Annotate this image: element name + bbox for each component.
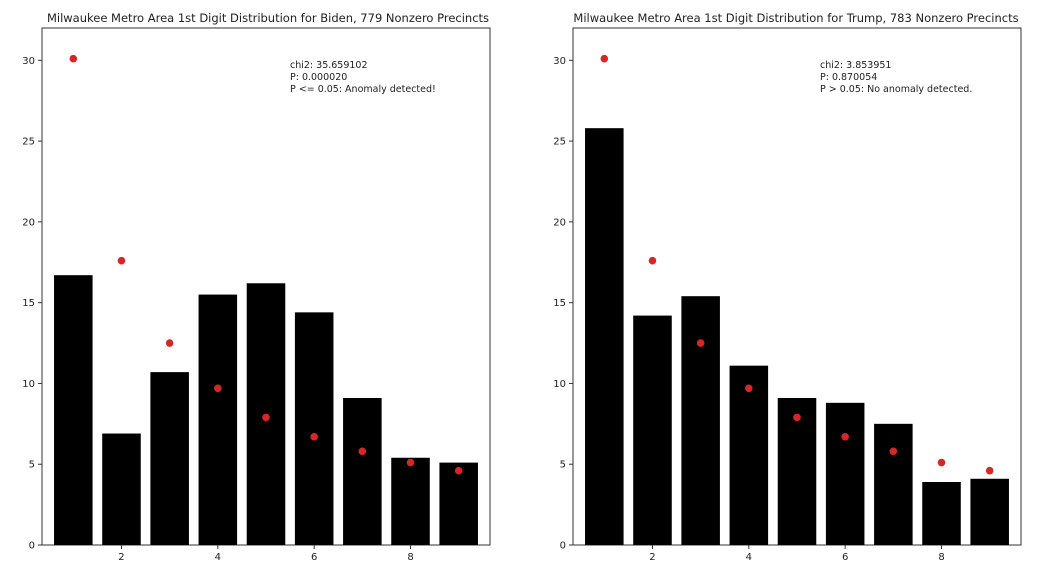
bar-digit-1 <box>54 275 93 545</box>
point-digit-5 <box>262 413 270 422</box>
point-digit-7 <box>889 447 898 456</box>
bar-digit-7 <box>874 423 913 545</box>
point-digit-9 <box>454 466 463 475</box>
y-axis: 0 5 10 15 20 25 30 <box>22 56 42 552</box>
point-digit-7 <box>358 447 367 456</box>
bar-digit-5 <box>777 397 817 545</box>
point-digit-6 <box>310 432 318 441</box>
x-axis: 2 4 6 8 <box>118 545 414 563</box>
point-digit-8 <box>937 458 946 467</box>
x-tick-label: 4 <box>746 552 752 563</box>
bar-digit-2 <box>102 433 141 545</box>
x-tick-label: 8 <box>938 552 944 563</box>
point-digit-2 <box>648 256 657 265</box>
y-tick-label: 30 <box>553 56 566 67</box>
bar-digit-8 <box>922 481 961 545</box>
point-digit-4 <box>745 384 753 393</box>
chart-title: Milwaukee Metro Area 1st Digit Distribut… <box>47 11 489 25</box>
bar-digit-3 <box>150 372 189 545</box>
annotation-verdict: P > 0.05: No anomaly detected. <box>820 84 972 95</box>
y-tick-label: 0 <box>29 541 35 552</box>
bar-digit-3 <box>681 296 720 545</box>
point-digit-6 <box>841 432 849 441</box>
y-axis: 0 5 10 15 20 25 30 <box>553 56 573 552</box>
chart-title: Milwaukee Metro Area 1st Digit Distribut… <box>573 11 1018 25</box>
bar-digit-9 <box>970 478 1009 545</box>
bar-digit-2 <box>633 315 672 545</box>
y-tick-label: 5 <box>560 460 566 471</box>
y-tick-label: 10 <box>553 379 566 390</box>
annotation-p-value: P: 0.870054 <box>820 72 877 83</box>
trump-chart: Milwaukee Metro Area 1st Digit Distribut… <box>553 11 1022 563</box>
y-tick-label: 20 <box>553 217 566 228</box>
annotation-verdict: P <= 0.05: Anomaly detected! <box>290 84 436 95</box>
annotation-p-value: P: 0.000020 <box>290 72 347 83</box>
bar-digit-4 <box>729 365 769 545</box>
y-tick-label: 5 <box>29 460 35 471</box>
point-digit-9 <box>985 466 994 475</box>
bar-digit-9 <box>439 462 478 545</box>
chart-marks <box>54 54 478 545</box>
x-tick-label: 8 <box>407 552 413 563</box>
bar-digit-6 <box>825 402 865 545</box>
x-tick-label: 2 <box>118 552 124 563</box>
point-digit-4 <box>214 384 222 393</box>
point-digit-8 <box>406 458 415 467</box>
point-digit-3 <box>696 339 705 347</box>
x-tick-label: 6 <box>311 552 317 563</box>
point-digit-5 <box>793 413 801 422</box>
point-digit-2 <box>117 256 126 265</box>
bar-digit-6 <box>294 312 334 545</box>
x-tick-label: 4 <box>215 552 221 563</box>
annotation-chi2: chi2: 3.853951 <box>820 60 891 71</box>
y-tick-label: 0 <box>560 541 566 552</box>
x-tick-label: 2 <box>649 552 655 563</box>
y-tick-label: 10 <box>22 379 35 390</box>
y-tick-label: 15 <box>22 298 35 309</box>
chart-marks <box>585 54 1009 545</box>
bar-digit-4 <box>198 294 238 545</box>
x-tick-label: 6 <box>842 552 848 563</box>
y-tick-label: 30 <box>22 56 35 67</box>
bar-digit-7 <box>343 397 382 545</box>
y-tick-label: 15 <box>553 298 566 309</box>
y-tick-label: 20 <box>22 217 35 228</box>
y-tick-label: 25 <box>553 137 566 148</box>
annotation-chi2: chi2: 35.659102 <box>290 60 368 71</box>
bar-digit-8 <box>391 457 430 545</box>
point-digit-1 <box>69 54 78 63</box>
bar-digit-1 <box>585 128 624 545</box>
point-digit-3 <box>165 339 174 347</box>
x-axis: 2 4 6 8 <box>649 545 945 563</box>
y-tick-label: 25 <box>22 137 35 148</box>
point-digit-1 <box>600 54 609 63</box>
biden-chart: Milwaukee Metro Area 1st Digit Distribut… <box>22 11 491 563</box>
